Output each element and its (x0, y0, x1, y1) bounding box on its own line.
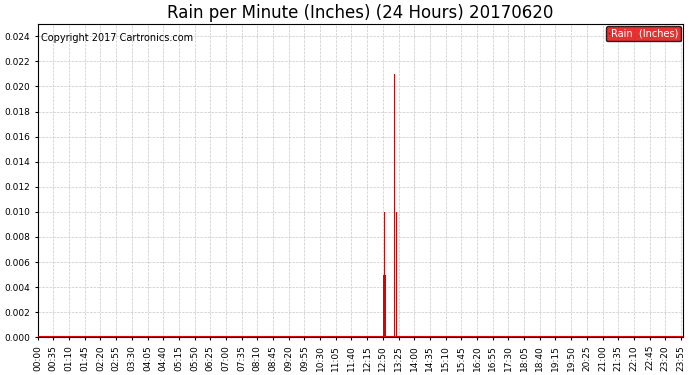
Text: Copyright 2017 Cartronics.com: Copyright 2017 Cartronics.com (41, 33, 193, 43)
Title: Rain per Minute (Inches) (24 Hours) 20170620: Rain per Minute (Inches) (24 Hours) 2017… (167, 4, 553, 22)
Legend: Rain  (Inches): Rain (Inches) (606, 26, 681, 42)
